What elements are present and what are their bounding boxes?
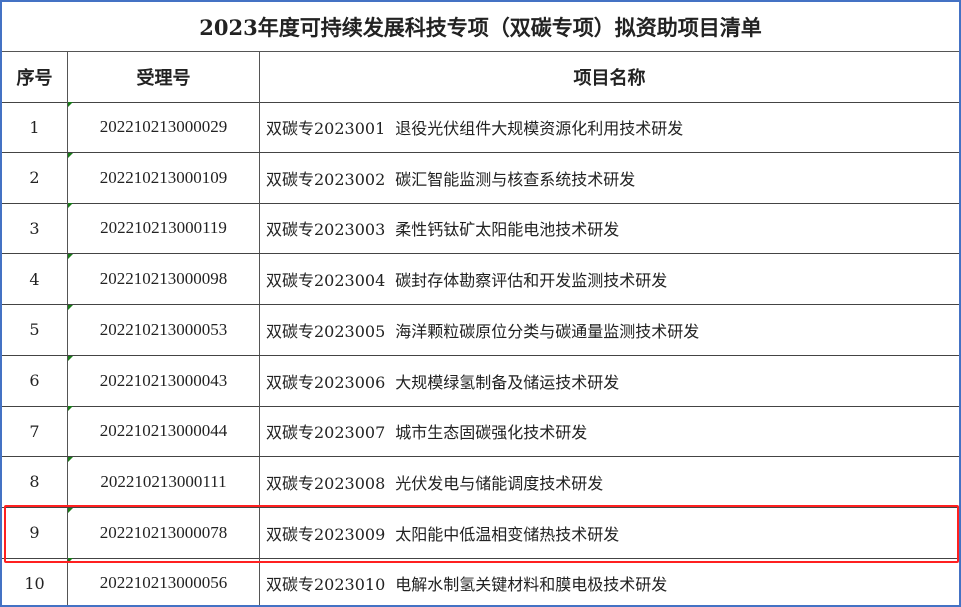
- table-row: 10 202210213000056 双碳专2023010 电解水制氢关键材料和膜电极…: [2, 558, 959, 605]
- project-code: 双碳专2023010: [266, 575, 386, 595]
- project-name-cell[interactable]: 双碳专2023009 太阳能中低温相变储热技术研发: [260, 508, 959, 558]
- index-text: 10: [24, 573, 45, 593]
- table-row: 6 202210213000043 双碳专2023006 大规模绿氢制备及储运技术研发: [2, 355, 959, 407]
- project-name: 城市生态固碳强化技术研发: [395, 423, 588, 443]
- accept-no-cell[interactable]: 202210213000044: [68, 406, 260, 457]
- index-text: 2: [29, 168, 40, 188]
- project-code: 双碳专2023003: [266, 220, 386, 240]
- table-row: 5 202210213000053 双碳专2023005 海洋颗粒碳原位分类与碳通量监…: [2, 304, 959, 356]
- header-accept-no[interactable]: 受理号: [68, 52, 260, 102]
- text-number-indicator-icon: [68, 304, 73, 310]
- accept-no-text: 202210213000043: [99, 370, 228, 390]
- accept-no-cell[interactable]: 202210213000078: [68, 507, 260, 558]
- project-code: 双碳专2023009: [266, 524, 386, 544]
- project-name: 碳汇智能监测与核查系统技术研发: [395, 169, 636, 189]
- index-text: 8: [29, 472, 40, 492]
- accept-no-cell[interactable]: 202210213000109: [68, 152, 260, 203]
- accept-no-text: 202210213000109: [99, 167, 228, 187]
- project-name-cell[interactable]: 双碳专2023001 退役光伏组件大规模资源化利用技术研发: [260, 102, 959, 152]
- table-row: 2 202210213000109 双碳专2023002 碳汇智能监测与核查系统技术研…: [2, 152, 959, 204]
- index-cell[interactable]: 10: [2, 558, 68, 605]
- project-name: 退役光伏组件大规模资源化利用技术研发: [395, 119, 684, 138]
- accept-no-text: 202210213000053: [99, 319, 228, 339]
- project-code: 双碳专2023002: [266, 169, 386, 189]
- header-index[interactable]: 序号: [2, 52, 68, 102]
- accept-no-cell[interactable]: 202210213000119: [68, 203, 260, 254]
- index-text: 6: [29, 371, 40, 390]
- accept-no-cell[interactable]: 202210213000043: [68, 355, 260, 406]
- project-code: 双碳专2023001: [266, 119, 386, 138]
- project-name-cell[interactable]: 双碳专2023007 城市生态固碳强化技术研发: [260, 406, 959, 456]
- accept-no-cell[interactable]: 202210213000056: [68, 558, 260, 605]
- text-number-indicator-icon: [68, 152, 73, 158]
- index-cell[interactable]: 2: [2, 152, 68, 203]
- text-number-indicator-icon: [68, 355, 73, 361]
- project-code: 双碳专2023005: [266, 321, 386, 341]
- accept-no-text: 202210213000044: [99, 421, 228, 441]
- project-name-cell[interactable]: 双碳专2023006 大规模绿氢制备及储运技术研发: [260, 356, 959, 406]
- table-row: 9 202210213000078 双碳专2023009 太阳能中低温相变储热技术研发: [2, 507, 959, 559]
- project-code: 双碳专2023004: [266, 271, 386, 291]
- text-number-indicator-icon: [68, 406, 73, 412]
- index-cell[interactable]: 6: [2, 355, 68, 406]
- accept-no-cell[interactable]: 202210213000098: [68, 254, 260, 305]
- accept-no-text: 202210213000119: [100, 218, 227, 238]
- header-project-name[interactable]: 项目名称: [573, 68, 646, 89]
- accept-no-text: 202210213000098: [99, 269, 228, 289]
- project-name: 碳封存体勘察评估和开发监测技术研发: [395, 271, 668, 291]
- index-cell[interactable]: 1: [2, 102, 68, 152]
- project-name: 太阳能中低温相变储热技术研发: [395, 524, 620, 544]
- project-name: 电解水制氢关键材料和膜电极技术研发: [395, 575, 668, 595]
- project-code: 双碳专2023006: [266, 372, 386, 392]
- project-name-cell[interactable]: 双碳专2023005 海洋颗粒碳原位分类与碳通量监测技术研发: [260, 305, 959, 355]
- project-name: 柔性钙钛矿太阳能电池技术研发: [395, 220, 620, 240]
- accept-no-text: 202210213000078: [99, 522, 228, 542]
- project-name-cell[interactable]: 双碳专2023002 碳汇智能监测与核查系统技术研发: [260, 153, 959, 203]
- table-row: 4 202210213000098 双碳专2023004 碳封存体勘察评估和开发监测技…: [2, 254, 959, 306]
- table-row: 3 202210213000119 双碳专2023003 柔性钙钛矿太阳能电池技术研发: [2, 203, 959, 255]
- header-row: 序号 受理号 项目名称: [2, 52, 959, 103]
- text-number-indicator-icon: [68, 507, 73, 513]
- accept-no-text: 202210213000111: [100, 471, 227, 491]
- table-title: 2023年度可持续发展科技专项（双碳专项）拟资助项目清单: [2, 2, 959, 52]
- index-text: 5: [29, 320, 40, 340]
- project-name-cell[interactable]: 双碳专2023004 碳封存体勘察评估和开发监测技术研发: [260, 254, 959, 304]
- project-name-cell[interactable]: 双碳专2023008 光伏发电与储能调度技术研发: [260, 457, 959, 507]
- accept-no-cell[interactable]: 202210213000111: [68, 456, 260, 507]
- index-text: 7: [29, 421, 40, 441]
- index-text: 1: [29, 117, 40, 137]
- text-number-indicator-icon: [68, 254, 73, 260]
- index-cell[interactable]: 4: [2, 254, 68, 305]
- accept-no-cell[interactable]: 202210213000029: [68, 102, 260, 152]
- project-name-cell[interactable]: 双碳专2023003 柔性钙钛矿太阳能电池技术研发: [260, 203, 959, 253]
- project-name: 光伏发电与储能调度技术研发: [395, 473, 604, 493]
- index-cell[interactable]: 3: [2, 203, 68, 254]
- table-row: 8 202210213000111 双碳专2023008 光伏发电与储能调度技术研发: [2, 456, 959, 508]
- accept-no-text: 202210213000029: [99, 117, 228, 136]
- project-code: 双碳专2023007: [266, 423, 386, 443]
- accept-no-text: 202210213000056: [99, 573, 228, 593]
- index-text: 4: [29, 269, 40, 289]
- index-cell[interactable]: 8: [2, 456, 68, 507]
- project-name-cell[interactable]: 双碳专2023010 电解水制氢关键材料和膜电极技术研发: [260, 558, 959, 605]
- text-number-indicator-icon: [68, 456, 73, 462]
- project-code: 双碳专2023008: [266, 473, 386, 493]
- index-cell[interactable]: 9: [2, 507, 68, 558]
- project-name: 大规模绿氢制备及储运技术研发: [395, 372, 620, 392]
- project-name: 海洋颗粒碳原位分类与碳通量监测技术研发: [395, 321, 700, 341]
- table-row: 7 202210213000044 双碳专2023007 城市生态固碳强化技术研发: [2, 406, 959, 458]
- text-number-indicator-icon: [68, 102, 73, 107]
- text-number-indicator-icon: [68, 558, 73, 564]
- index-text: 9: [29, 523, 40, 543]
- accept-no-cell[interactable]: 202210213000053: [68, 304, 260, 355]
- table-row: 1 202210213000029 双碳专2023001 退役光伏组件大规模资源化利用…: [2, 102, 959, 153]
- index-cell[interactable]: 5: [2, 304, 68, 355]
- text-number-indicator-icon: [68, 203, 73, 209]
- index-cell[interactable]: 7: [2, 406, 68, 457]
- index-text: 3: [29, 218, 40, 238]
